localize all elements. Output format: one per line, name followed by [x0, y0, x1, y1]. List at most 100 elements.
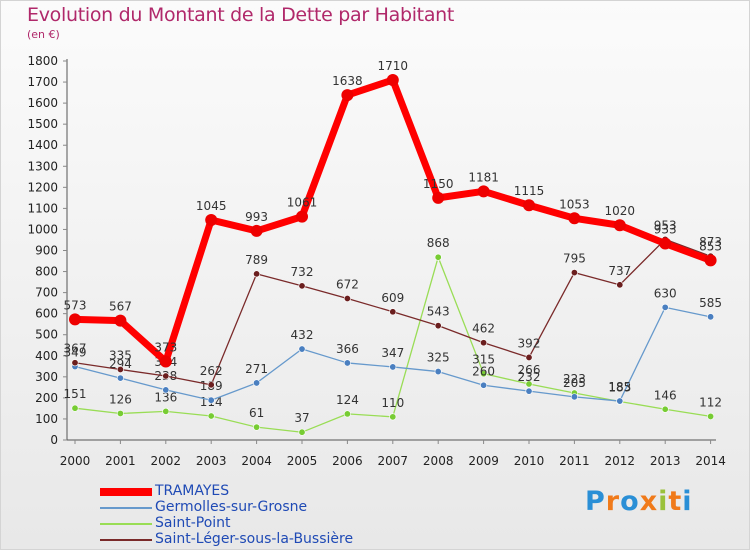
chart-subtitle: (en €) [27, 28, 60, 41]
data-point-tramayes [432, 191, 445, 204]
data-label-saint-point: 61 [249, 406, 264, 420]
data-point-saint-leger-sous-la-bussiere [616, 281, 624, 289]
data-point-tramayes [69, 313, 81, 326]
data-point-saint-point [162, 407, 170, 415]
y-tick-label: 1000 [27, 222, 58, 236]
data-point-saint-leger-sous-la-bussiere [71, 359, 79, 367]
x-tick-label: 2012 [605, 454, 636, 468]
data-label-germolles-sur-grosne: 347 [381, 346, 404, 360]
legend-label-germolles: Germolles-sur-Grosne [155, 499, 308, 515]
data-point-saint-leger-sous-la-bussiere [525, 353, 533, 361]
data-point-germolles-sur-grosne [707, 313, 715, 321]
data-point-saint-point [480, 370, 488, 378]
data-point-germolles-sur-grosne [253, 379, 261, 387]
data-label-saint-point: 266 [518, 363, 541, 377]
data-point-tramayes [341, 89, 354, 102]
data-point-tramayes [523, 199, 535, 212]
data-point-saint-leger-sous-la-bussiere [480, 339, 488, 347]
data-label-saint-point: 223 [563, 372, 586, 386]
legend-label-tramayes: TRAMAYES [155, 483, 230, 499]
y-tick-label: 700 [35, 286, 58, 300]
data-label-tramayes: 573 [64, 298, 87, 312]
data-label-tramayes: 1053 [559, 197, 590, 211]
data-point-tramayes [613, 219, 626, 232]
data-label-saint-leger-sous-la-bussiere: 262 [200, 364, 223, 378]
logo-letter: x [639, 486, 659, 517]
logo-letter: i [682, 486, 693, 517]
data-point-tramayes [704, 254, 717, 267]
data-point-germolles-sur-grosne [480, 381, 488, 389]
data-label-saint-leger-sous-la-bussiere: 737 [608, 264, 631, 278]
x-tick-label: 2014 [695, 454, 726, 468]
series-line-tramayes [71, 76, 715, 365]
y-tick-label: 1400 [27, 138, 58, 152]
data-label-saint-leger-sous-la-bussiere: 462 [472, 322, 495, 336]
y-tick-label: 500 [35, 328, 58, 342]
data-label-germolles-sur-grosne: 325 [427, 351, 450, 365]
data-point-saint-leger-sous-la-bussiere [253, 270, 261, 278]
y-tick-label: 1300 [27, 159, 58, 173]
data-label-saint-leger-sous-la-bussiere: 953 [654, 218, 677, 232]
data-label-germolles-sur-grosne: 294 [109, 357, 132, 371]
data-point-saint-point [71, 404, 79, 412]
data-label-saint-leger-sous-la-bussiere: 335 [109, 348, 132, 362]
x-tick-label: 2004 [241, 454, 272, 468]
y-tick-label: 800 [35, 265, 58, 279]
data-point-saint-leger-sous-la-bussiere [298, 282, 306, 290]
logo-letter: o [620, 486, 640, 517]
data-label-tramayes: 373 [154, 340, 177, 354]
y-tick-label: 100 [35, 412, 58, 426]
data-label-saint-point: 112 [699, 395, 722, 409]
legend-swatch-saint-leger [100, 539, 152, 541]
x-tick-label: 2007 [378, 454, 409, 468]
data-label-germolles-sur-grosne: 232 [518, 370, 541, 384]
data-point-saint-point [389, 413, 397, 421]
data-label-saint-point: 126 [109, 392, 132, 406]
logo-letter: P [585, 486, 606, 517]
data-point-germolles-sur-grosne [525, 387, 533, 395]
data-label-tramayes: 1045 [196, 199, 227, 213]
data-label-germolles-sur-grosne: 630 [654, 286, 677, 300]
logo-letter: r [605, 486, 621, 517]
x-tick-label: 2009 [468, 454, 499, 468]
data-label-tramayes: 1020 [605, 204, 636, 218]
data-label-saint-point: 37 [294, 411, 309, 425]
data-label-saint-leger-sous-la-bussiere: 795 [563, 252, 586, 266]
data-label-tramayes: 933 [654, 223, 677, 237]
data-label-tramayes: 567 [109, 300, 132, 314]
data-point-germolles-sur-grosne [661, 303, 669, 311]
data-label-tramayes: 853 [699, 239, 722, 253]
data-point-saint-point [525, 380, 533, 388]
data-point-tramayes [205, 213, 218, 226]
data-label-germolles-sur-grosne: 366 [336, 342, 359, 356]
data-label-saint-leger-sous-la-bussiere: 392 [518, 336, 541, 350]
data-point-saint-leger-sous-la-bussiere [389, 308, 397, 316]
data-label-saint-point: 136 [154, 390, 177, 404]
data-label-saint-leger-sous-la-bussiere: 672 [336, 278, 359, 292]
data-point-germolles-sur-grosne [207, 396, 215, 404]
data-point-tramayes [386, 73, 399, 86]
data-label-tramayes: 1638 [332, 74, 363, 88]
x-tick-label: 2010 [514, 454, 545, 468]
data-label-saint-point: 146 [654, 388, 677, 402]
data-point-saint-point [707, 412, 715, 420]
x-tick-label: 2001 [105, 454, 136, 468]
data-point-saint-point [116, 409, 124, 417]
data-point-tramayes [114, 314, 127, 327]
y-tick-label: 300 [35, 370, 58, 384]
data-label-saint-leger-sous-la-bussiere: 609 [381, 291, 404, 305]
y-tick-label: 900 [35, 244, 58, 258]
data-point-tramayes [296, 210, 308, 223]
data-point-germolles-sur-grosne [116, 374, 124, 382]
data-point-saint-leger-sous-la-bussiere [116, 365, 124, 373]
data-label-saint-point: 868 [427, 236, 450, 250]
data-point-germolles-sur-grosne [343, 359, 351, 367]
data-point-saint-leger-sous-la-bussiere [570, 269, 578, 277]
data-point-saint-point [661, 405, 669, 413]
data-label-saint-leger-sous-la-bussiere: 732 [291, 265, 314, 279]
data-label-saint-point: 183 [608, 380, 631, 394]
data-label-germolles-sur-grosne: 185 [608, 380, 631, 394]
y-tick-label: 1200 [27, 180, 58, 194]
data-point-saint-point [253, 423, 261, 431]
data-point-saint-point [207, 412, 215, 420]
